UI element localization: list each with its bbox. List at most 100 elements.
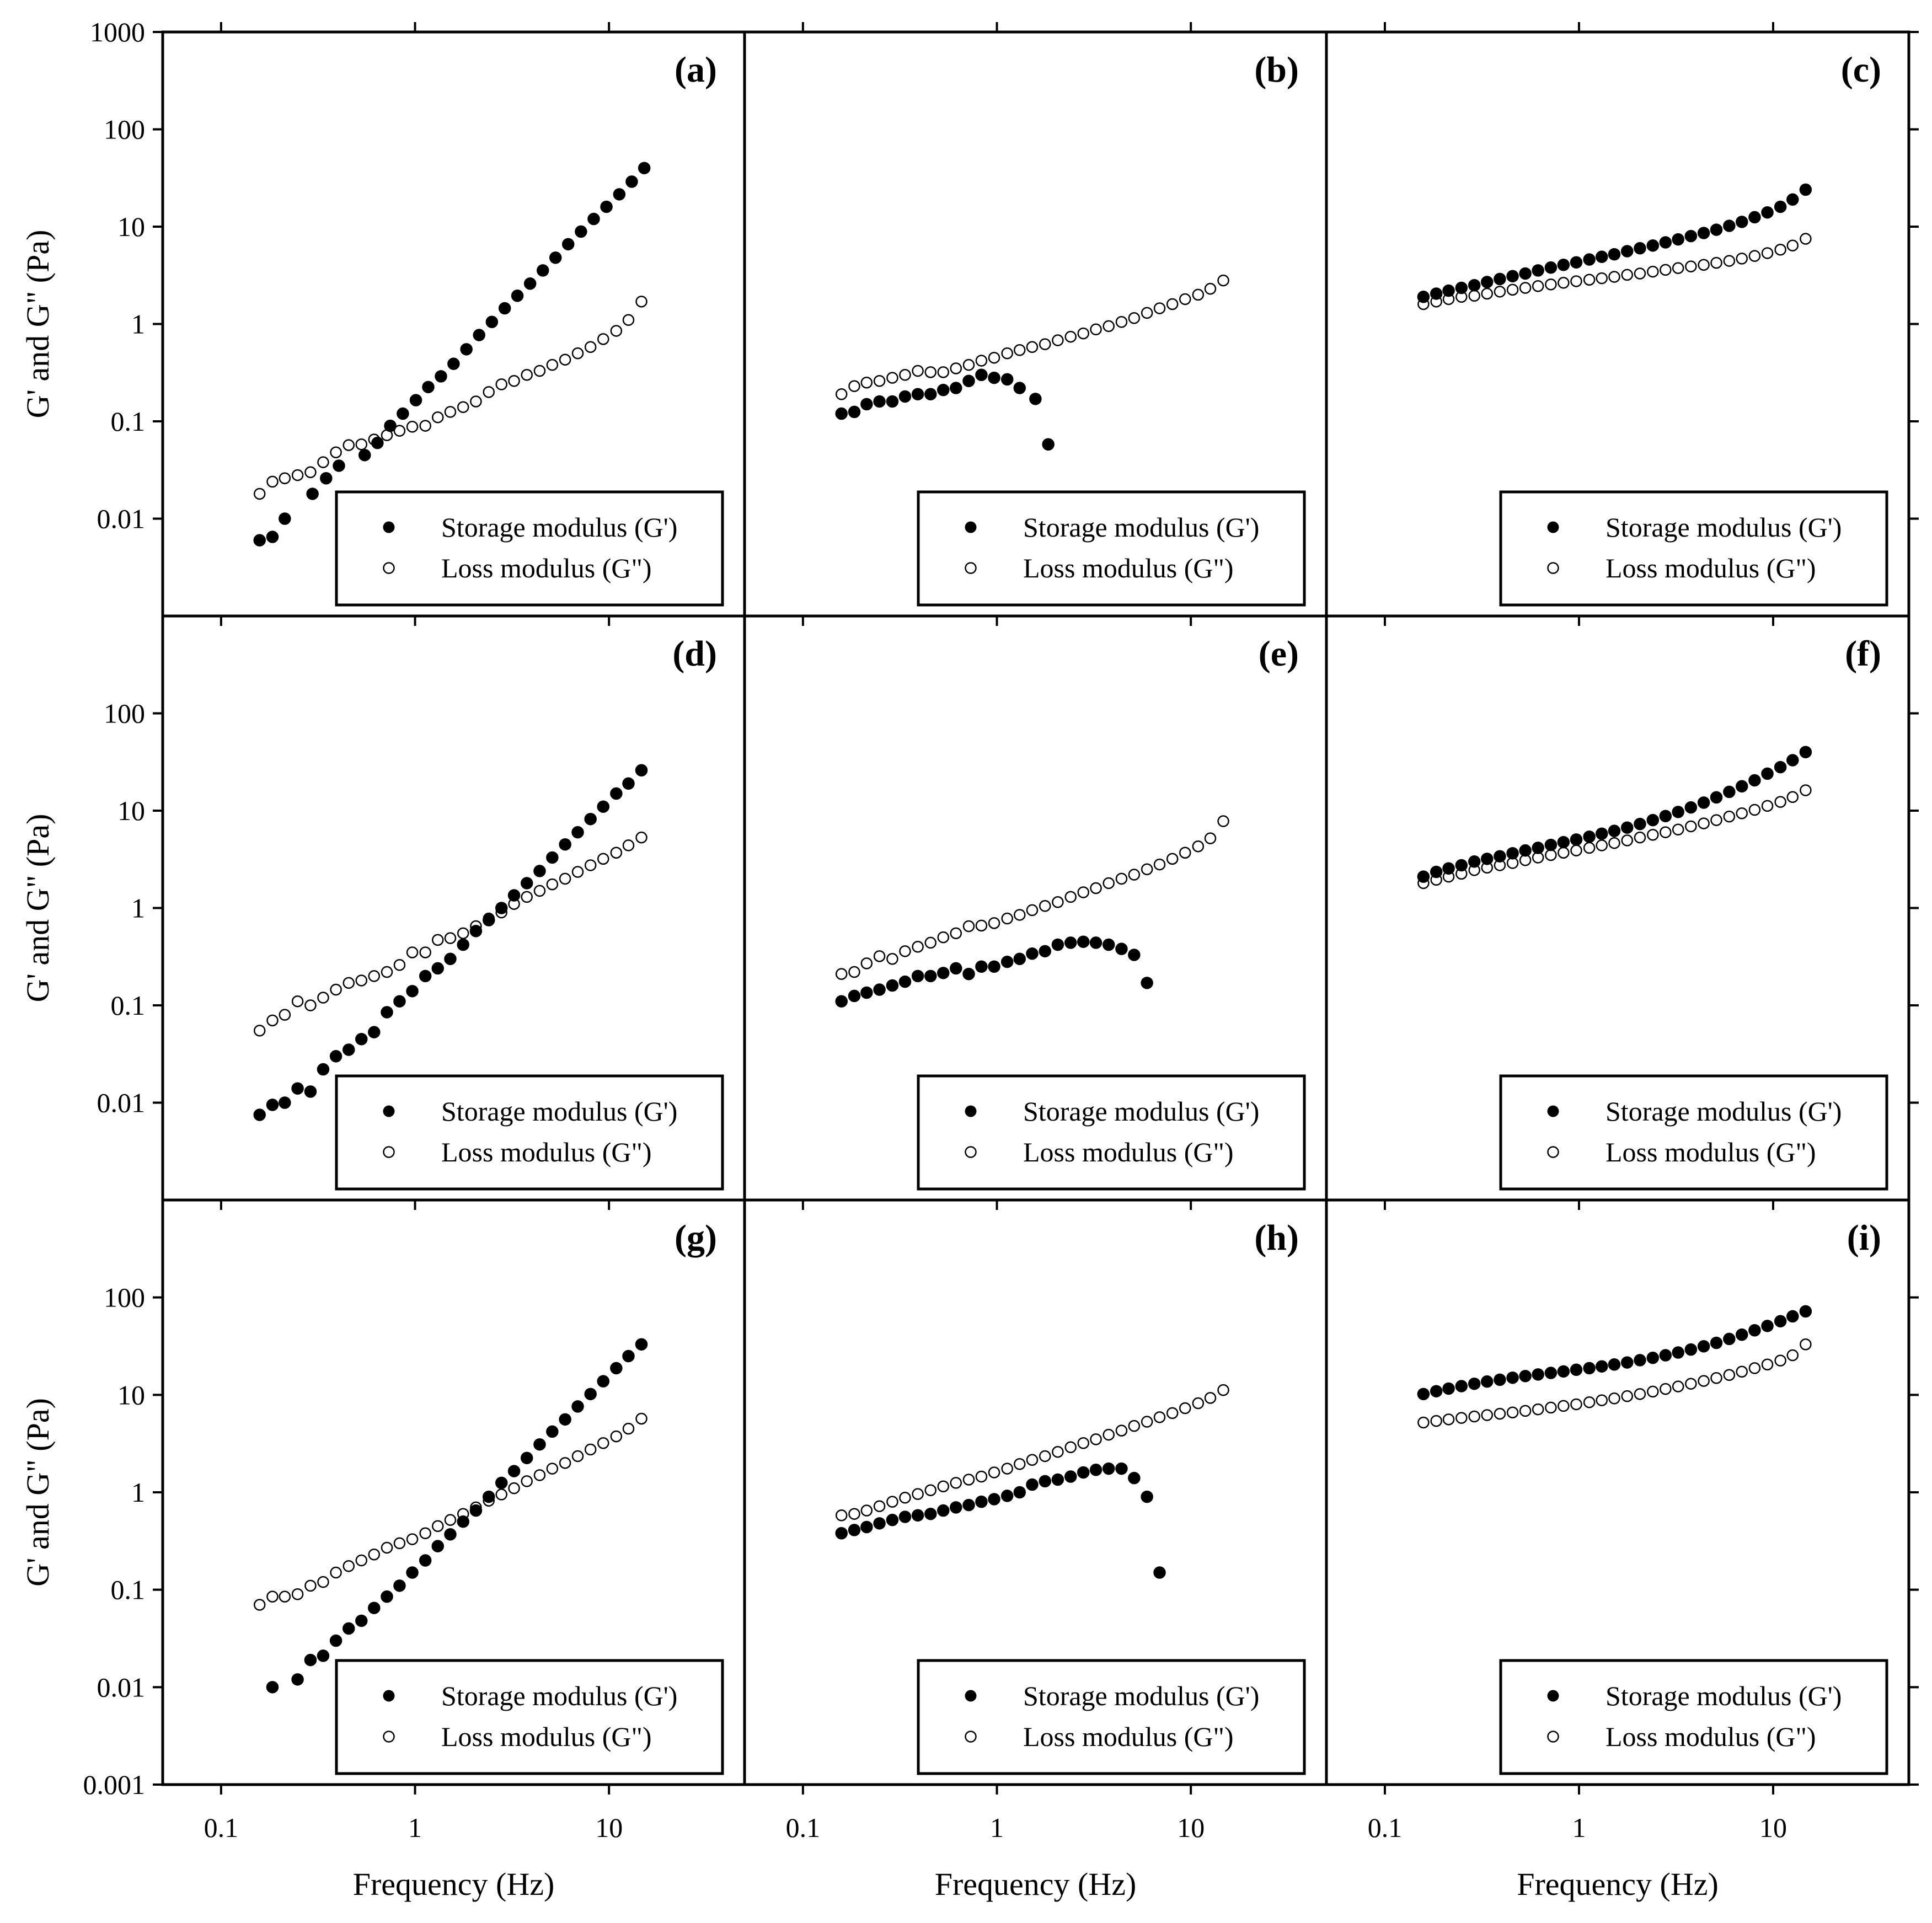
storage-modulus-point [482,1490,495,1503]
loss-modulus-point [381,1541,393,1554]
loss-modulus-point [1786,791,1799,804]
legend: Storage modulus (G') Loss modulus (G") [1499,1659,1888,1775]
storage-modulus-point [1064,1470,1077,1483]
x-tick-label: 0.1 [204,1812,239,1843]
storage-modulus-point [848,989,861,1003]
loss-modulus-point [1634,831,1646,844]
y-tick-label: 10 [117,1379,145,1410]
storage-modulus-point [975,368,988,382]
storage-modulus-point [1417,291,1430,303]
storage-modulus-point [613,188,626,201]
storage-modulus-point [622,1349,635,1363]
storage-modulus-point [393,995,406,1008]
storage-modulus-point [1430,1385,1443,1397]
legend-loss-marker [383,1146,395,1158]
loss-modulus-point [457,401,469,413]
storage-modulus-point [911,1509,924,1522]
loss-modulus-point [1596,839,1608,851]
loss-modulus-point [988,351,1000,364]
storage-modulus-point [266,531,279,543]
legend-loss-label: Loss modulus (G") [441,1137,652,1167]
storage-modulus-point [1455,1380,1468,1392]
storage-modulus-point [1039,945,1051,958]
storage-modulus-point [1494,272,1506,286]
storage-modulus-point [635,1338,648,1351]
loss-modulus-point [444,932,457,944]
loss-modulus-point [962,1474,975,1486]
storage-modulus-point [1583,253,1596,266]
panel-f: (f) Storage modulus (G') Loss modulus (G") [1325,614,1919,1202]
loss-modulus-point [1128,312,1141,324]
legend-storage-label: Storage modulus (G') [1023,1680,1259,1711]
storage-modulus-point [304,1653,317,1667]
legend-loss-marker [965,1146,977,1158]
storage-modulus-point [975,1495,988,1508]
loss-modulus-point [1001,347,1013,360]
storage-modulus-point [368,1026,381,1038]
x-tick-label: 1 [408,1812,422,1843]
storage-modulus-point [304,1085,317,1098]
storage-modulus-point [1089,1464,1103,1476]
storage-modulus-point [1620,245,1634,258]
storage-modulus-point [1557,1365,1570,1378]
storage-modulus-point [625,175,638,188]
storage-modulus-point [279,512,291,525]
storage-modulus-point [368,1601,381,1614]
storage-modulus-point [358,448,371,462]
loss-modulus-point [1217,1384,1229,1396]
loss-modulus-point [432,411,444,424]
loss-modulus-point [559,1457,571,1469]
storage-modulus-point [860,986,873,999]
storage-modulus-point [1723,219,1736,232]
loss-modulus-point [1481,1409,1493,1421]
loss-modulus-point [393,425,406,437]
storage-modulus-point [1723,1332,1736,1346]
loss-modulus-point [597,1437,609,1449]
legend-storage-marker [1547,1690,1559,1702]
storage-modulus-point [950,1501,962,1514]
loss-modulus-point [1545,278,1557,291]
storage-modulus-point [329,1050,342,1063]
storage-modulus-point [835,995,848,1008]
y-tick-label: 0.01 [97,503,146,534]
loss-modulus-point [1723,1369,1736,1381]
loss-modulus-point [1621,269,1633,281]
loss-modulus-point [899,369,911,381]
loss-modulus-point [470,395,482,408]
loss-modulus-point [1608,1392,1620,1405]
loss-modulus-point [419,946,431,958]
loss-modulus-point [1115,872,1128,885]
legend-box [335,1659,724,1775]
storage-modulus-point [485,315,499,329]
storage-modulus-point [924,969,937,983]
legend-storage-marker [1547,521,1559,533]
panel-label: (f) [1845,634,1881,674]
loss-modulus-point [1748,250,1761,262]
loss-modulus-point [1103,320,1115,333]
loss-modulus-point [571,347,584,360]
loss-modulus-point [1052,896,1064,908]
panel-b: (b) Storage modulus (G') Loss modulus (G") [743,22,1328,618]
storage-modulus-point [848,1524,861,1536]
loss-modulus-point [1090,882,1102,894]
storage-modulus-point [482,914,495,926]
storage-modulus-point [1799,183,1812,196]
storage-modulus-point [597,1375,610,1388]
loss-modulus-point [1153,1411,1166,1423]
storage-modulus-point [507,1465,521,1477]
storage-modulus-point [355,1032,368,1046]
loss-modulus-point [886,372,898,384]
legend: Storage modulus (G') Loss modulus (G") [917,1074,1306,1191]
panel-label: (e) [1259,634,1299,674]
storage-modulus-point [520,877,533,890]
x-axis-title: Frequency (Hz) [1517,1866,1719,1902]
storage-modulus-point [1608,824,1621,837]
loss-modulus-point [1723,810,1736,823]
loss-modulus-point [432,934,444,946]
loss-modulus-point [1442,1413,1455,1426]
loss-modulus-point [1494,286,1506,298]
storage-modulus-point [1544,838,1558,851]
loss-modulus-point [1761,1358,1774,1371]
loss-modulus-point [1647,829,1659,841]
